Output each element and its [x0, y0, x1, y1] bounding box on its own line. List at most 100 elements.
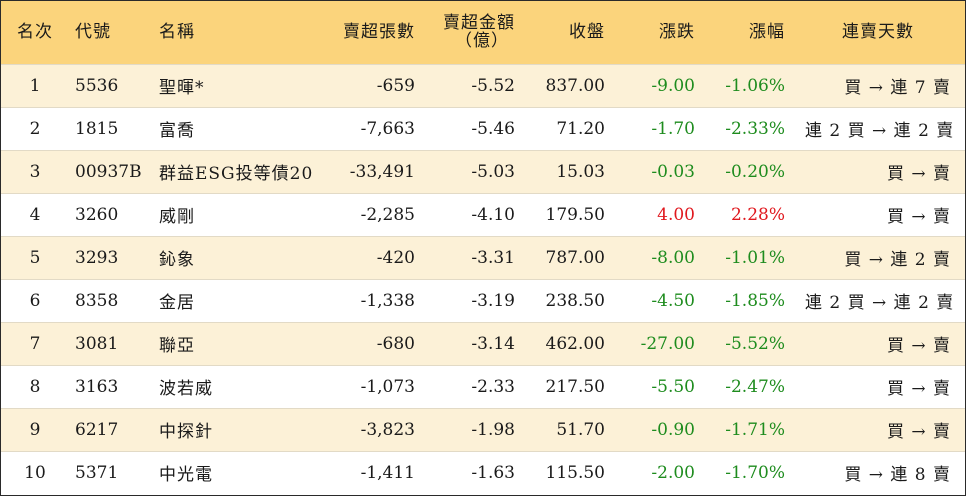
sell-amount-cell: -4.10 — [425, 192, 525, 236]
code-cell: 5371 — [69, 450, 149, 494]
change-pct-cell: -1.71% — [705, 407, 795, 451]
name-cell: 聯亞 — [149, 321, 321, 365]
name-cell: 富喬 — [149, 106, 321, 150]
sell-shares-cell: -1,338 — [321, 278, 425, 322]
header-sell-shares: 賣超張數 — [343, 22, 415, 43]
table-row: 8 3163 波若威 -1,073 -2.33 217.50 -5.50 -2.47% 買 → … — [1, 364, 965, 408]
sell-amount-cell: -5.52 — [425, 63, 525, 107]
rank-cell: 10 — [1, 450, 69, 494]
sell-amount-cell: -3.31 — [425, 235, 525, 279]
table-row: 5 3293 鈊象 -420 -3.31 787.00 -8.00 -1.01% 買 → 連 2… — [1, 235, 965, 279]
sell-shares-cell: -33,491 — [321, 149, 425, 193]
header-sell-amount: 賣超金額 （億） — [425, 1, 525, 64]
name-cell: 中探針 — [149, 407, 321, 451]
table-row: 1 5536 聖暉* -659 -5.52 837.00 -9.00 -1.06% 買 → 連 … — [1, 63, 965, 107]
close-cell: 217.50 — [525, 364, 615, 408]
header-sell-amount-line1: 賣超金額 — [443, 13, 515, 34]
sell-shares-cell: -3,823 — [321, 407, 425, 451]
header-close: 收盤 — [569, 22, 605, 43]
table-row: 2 1815 富喬 -7,663 -5.46 71.20 -1.70 -2.33% 連 2 買 … — [1, 106, 965, 150]
sell-amount-cell: -1.63 — [425, 450, 525, 494]
days-cell: 連 2 買 → 連 2 賣 — [795, 278, 965, 322]
change-pct-cell: -1.70% — [705, 450, 795, 494]
rank-cell: 3 — [1, 149, 69, 193]
change-cell: -8.00 — [615, 235, 705, 279]
header-code: 代號 — [75, 22, 111, 43]
code-cell: 3081 — [69, 321, 149, 365]
close-cell: 179.50 — [525, 192, 615, 236]
name-cell: 聖暉* — [149, 63, 321, 107]
code-cell: 1815 — [69, 106, 149, 150]
days-cell: 買 → 賣 — [795, 192, 965, 236]
header-change-pct: 漲幅 — [749, 22, 785, 43]
sell-shares-cell: -659 — [321, 63, 425, 107]
sell-amount-cell: -1.98 — [425, 407, 525, 451]
sell-amount-cell: -2.33 — [425, 364, 525, 408]
sell-shares-cell: -2,285 — [321, 192, 425, 236]
name-cell: 威剛 — [149, 192, 321, 236]
code-cell: 00937B — [69, 149, 149, 193]
header-sell-amount-line2: （億） — [455, 31, 509, 52]
rank-cell: 8 — [1, 364, 69, 408]
close-cell: 462.00 — [525, 321, 615, 365]
name-cell: 中光電 — [149, 450, 321, 494]
sell-shares-cell: -1,073 — [321, 364, 425, 408]
sell-amount-cell: -3.19 — [425, 278, 525, 322]
change-pct-cell: -2.47% — [705, 364, 795, 408]
code-cell: 3260 — [69, 192, 149, 236]
change-cell: -2.00 — [615, 450, 705, 494]
rank-cell: 4 — [1, 192, 69, 236]
change-pct-cell: -1.06% — [705, 63, 795, 107]
table-row: 6 8358 金居 -1,338 -3.19 238.50 -4.50 -1.85% 連 2 買… — [1, 278, 965, 322]
change-pct-cell: -0.20% — [705, 149, 795, 193]
change-cell: -5.50 — [615, 364, 705, 408]
header-name: 名稱 — [159, 22, 195, 43]
table-row: 7 3081 聯亞 -680 -3.14 462.00 -27.00 -5.52% 買 → 賣 — [1, 321, 965, 365]
sell-shares-cell: -680 — [321, 321, 425, 365]
days-cell: 連 2 買 → 連 2 賣 — [795, 106, 965, 150]
close-cell: 15.03 — [525, 149, 615, 193]
close-cell: 238.50 — [525, 278, 615, 322]
change-cell: 4.00 — [615, 192, 705, 236]
rank-cell: 7 — [1, 321, 69, 365]
days-cell: 買 → 賣 — [795, 149, 965, 193]
close-cell: 51.70 — [525, 407, 615, 451]
code-cell: 3293 — [69, 235, 149, 279]
table-row: 4 3260 威剛 -2,285 -4.10 179.50 4.00 2.28% 買 → 賣 — [1, 192, 965, 236]
change-cell: -4.50 — [615, 278, 705, 322]
table-header-row: 名次 代號 名稱 賣超張數 賣超金額 （億） 收盤 漲跌 漲幅 連賣天數 — [1, 1, 965, 64]
name-cell: 群益ESG投等債20 — [149, 149, 321, 193]
sell-shares-cell: -1,411 — [321, 450, 425, 494]
header-rank: 名次 — [17, 22, 53, 43]
days-cell: 買 → 賣 — [795, 321, 965, 365]
table-row: 10 5371 中光電 -1,411 -1.63 115.50 -2.00 -1.70% 買 →… — [1, 450, 965, 494]
code-cell: 6217 — [69, 407, 149, 451]
change-pct-cell: -1.85% — [705, 278, 795, 322]
code-cell: 5536 — [69, 63, 149, 107]
change-cell: -0.90 — [615, 407, 705, 451]
close-cell: 787.00 — [525, 235, 615, 279]
change-pct-cell: 2.28% — [705, 192, 795, 236]
name-cell: 金居 — [149, 278, 321, 322]
name-cell: 波若威 — [149, 364, 321, 408]
days-cell: 買 → 連 8 賣 — [795, 450, 965, 494]
close-cell: 71.20 — [525, 106, 615, 150]
rank-cell: 5 — [1, 235, 69, 279]
days-cell: 買 → 賣 — [795, 407, 965, 451]
change-pct-cell: -5.52% — [705, 321, 795, 365]
table-row: 3 00937B 群益ESG投等債20 -33,491 -5.03 15.03 -0.03-… — [1, 149, 965, 193]
days-cell: 買 → 連 7 賣 — [795, 63, 965, 107]
name-cell: 鈊象 — [149, 235, 321, 279]
code-cell: 3163 — [69, 364, 149, 408]
sell-shares-cell: -7,663 — [321, 106, 425, 150]
code-cell: 8358 — [69, 278, 149, 322]
change-cell: -27.00 — [615, 321, 705, 365]
rank-cell: 1 — [1, 63, 69, 107]
change-cell: -0.03 — [615, 149, 705, 193]
table-row: 9 6217 中探針 -3,823 -1.98 51.70 -0.90 -1.71% 買 → 賣 — [1, 407, 965, 451]
header-change: 漲跌 — [659, 22, 695, 43]
sell-amount-cell: -5.46 — [425, 106, 525, 150]
change-cell: -1.70 — [615, 106, 705, 150]
change-pct-cell: -1.01% — [705, 235, 795, 279]
